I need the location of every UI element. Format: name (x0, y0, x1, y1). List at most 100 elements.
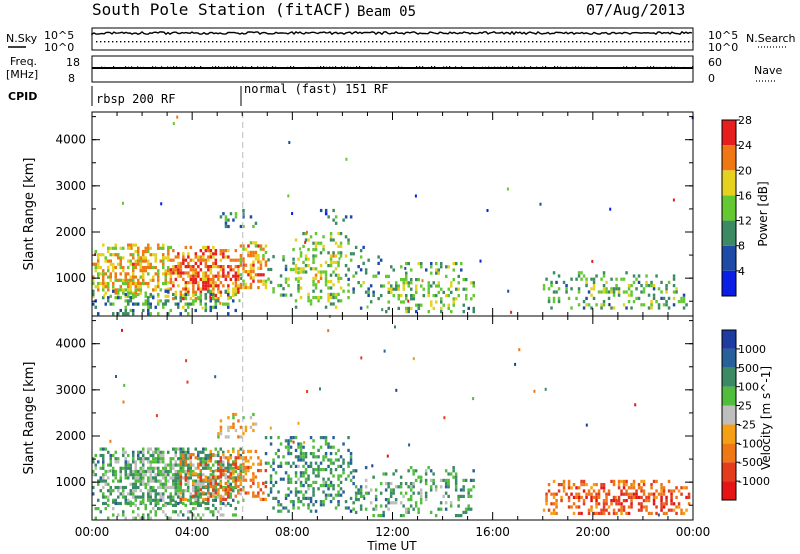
data-cell (366, 305, 369, 309)
data-cell (264, 244, 268, 248)
data-cell (552, 508, 556, 512)
data-cell (322, 458, 325, 462)
data-cell (164, 482, 167, 486)
data-cell (582, 499, 586, 503)
nave-point (278, 67, 280, 69)
data-cell (132, 510, 135, 514)
data-cell (304, 480, 308, 484)
data-cell (92, 262, 95, 266)
data-cell (625, 499, 628, 503)
data-cell (117, 485, 120, 490)
data-cell (387, 501, 390, 505)
data-cell (239, 273, 243, 277)
data-cell (247, 449, 250, 453)
nsearch-point (528, 41, 530, 43)
data-cell (144, 299, 147, 303)
data-cell (94, 269, 97, 273)
data-cell (637, 280, 641, 284)
data-cell (167, 299, 170, 303)
data-cell (407, 299, 410, 303)
nsearch-point (472, 41, 474, 43)
data-cell (172, 485, 175, 490)
data-cell (112, 489, 115, 493)
data-cell (400, 278, 403, 282)
data-cell (582, 306, 586, 310)
data-cell (142, 450, 145, 454)
nave-point (116, 67, 118, 69)
data-cell (207, 459, 210, 463)
data-cell (660, 280, 663, 284)
data-cell (162, 302, 165, 306)
data-cell (117, 513, 120, 517)
nave-point (482, 66, 484, 68)
data-cell (307, 257, 310, 261)
data-cell (244, 263, 248, 267)
nsearch-point (388, 41, 390, 43)
data-cell (272, 468, 275, 472)
data-cell (164, 275, 167, 279)
data-cell (302, 270, 305, 274)
data-cell (167, 287, 170, 291)
data-cell (572, 511, 576, 515)
data-cell (104, 479, 107, 483)
nave-point (173, 66, 175, 68)
nsearch-point (636, 41, 638, 43)
data-cell (114, 265, 117, 270)
data-cell (317, 455, 320, 459)
data-cell (660, 483, 663, 487)
data-cell (282, 287, 285, 291)
data-cell (289, 500, 293, 504)
data-cell (187, 305, 190, 309)
data-cell (234, 212, 238, 216)
data-cell (402, 284, 405, 288)
data-cell (187, 261, 190, 265)
data-cell (99, 466, 102, 470)
data-cell (279, 464, 283, 468)
data-cell (257, 286, 260, 290)
data-cell (259, 266, 263, 270)
data-cell (217, 450, 220, 454)
data-cell (612, 479, 616, 483)
data-cell (127, 285, 130, 289)
data-cell (327, 493, 330, 497)
data-cell (102, 457, 105, 461)
nsearch-point (288, 41, 290, 43)
data-cell (184, 245, 188, 249)
data-cell (212, 274, 215, 278)
data-cell (309, 496, 313, 500)
data-cell (349, 458, 353, 462)
data-cell (384, 472, 388, 476)
nave-point (521, 66, 523, 68)
data-cell (142, 492, 145, 496)
data-cell (174, 293, 178, 297)
data-cell (354, 469, 358, 473)
data-cell (297, 257, 300, 261)
data-cell (194, 489, 197, 493)
data-cell (555, 492, 558, 496)
data-cell (192, 293, 195, 297)
data-cell (149, 485, 152, 490)
data-cell (119, 296, 122, 300)
data-cell (600, 486, 603, 490)
data-cell (282, 255, 285, 259)
nsearch-point (280, 41, 282, 43)
data-cell (249, 416, 253, 420)
data-cell (419, 480, 422, 484)
data-cell (229, 495, 232, 499)
data-cell (430, 271, 433, 275)
nave-point (242, 66, 244, 68)
data-cell (259, 273, 263, 277)
data-cell (299, 442, 303, 446)
data-cell (615, 502, 618, 506)
data-cell (442, 290, 445, 294)
data-cell (244, 469, 248, 473)
nsearch-point (396, 41, 398, 43)
nsearch-point (208, 41, 210, 43)
data-cell (462, 278, 465, 282)
nave-point (683, 66, 685, 69)
data-cell (137, 473, 140, 477)
nave-point (650, 66, 652, 68)
data-cell (297, 445, 300, 449)
data-cell (607, 492, 611, 496)
data-cell (199, 258, 203, 262)
